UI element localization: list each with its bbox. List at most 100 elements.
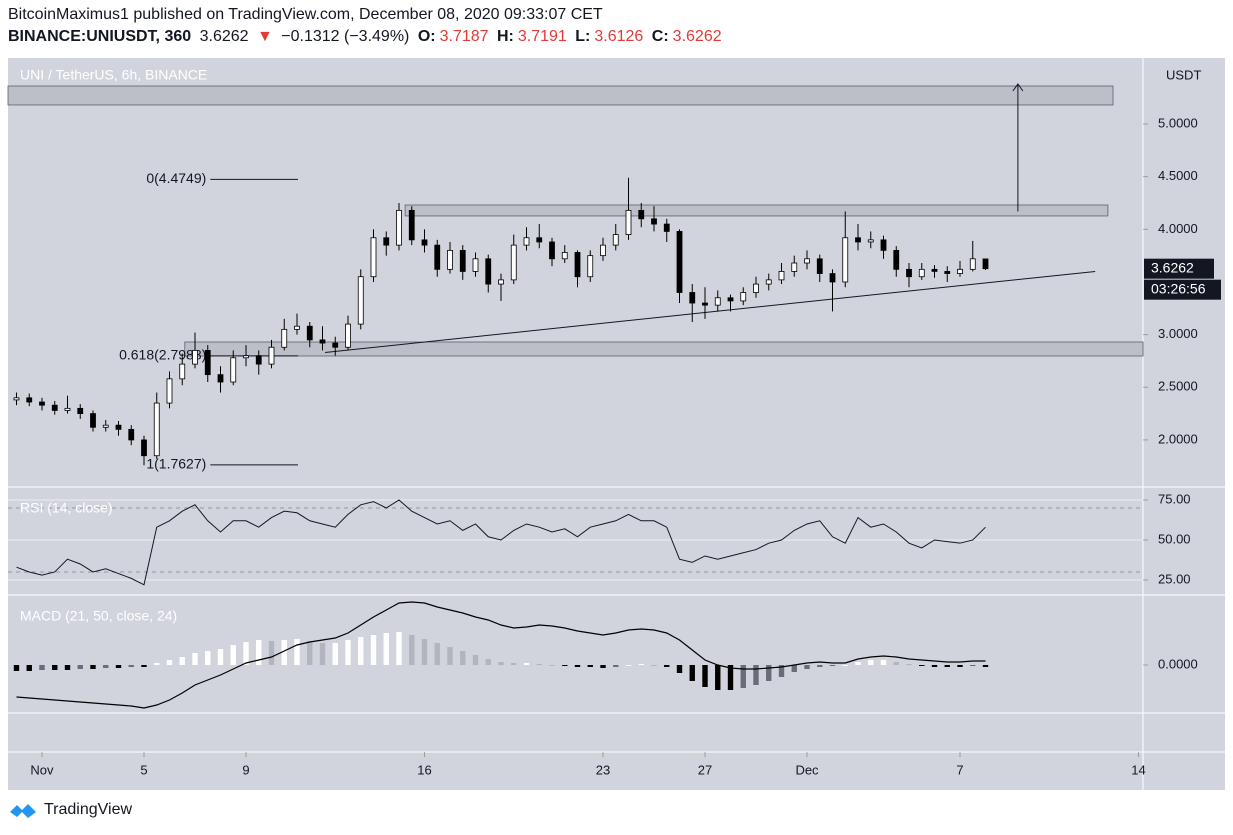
candle-body (867, 239, 874, 243)
candle-body (536, 237, 543, 243)
y-tick-label: 25.00 (1158, 571, 1191, 586)
macd-histogram-bar (587, 665, 593, 667)
candle-body (26, 397, 33, 403)
macd-histogram-bar (332, 643, 338, 665)
macd-histogram-bar (549, 665, 555, 666)
macd-histogram-bar (702, 665, 708, 687)
candle-body (128, 428, 135, 441)
macd-histogram-bar (523, 663, 530, 665)
author-line: BitcoinMaximus1 published on TradingView… (8, 6, 603, 23)
macd-histogram-bar (268, 641, 275, 665)
macd-histogram-bar (192, 653, 198, 665)
brand-name: TradingView (44, 801, 133, 818)
macd-histogram-bar (472, 655, 479, 665)
macd-histogram-bar (727, 665, 734, 690)
macd-histogram-bar (651, 665, 657, 666)
macd-histogram-bar (166, 660, 173, 665)
candle-body (141, 439, 147, 457)
x-tick-label: 27 (698, 762, 712, 777)
macd-histogram-bar (804, 665, 810, 669)
macd-histogram-bar (868, 660, 874, 665)
candle-body (549, 241, 555, 260)
brand-logo: TradingView (8, 800, 132, 820)
candle-body (969, 258, 976, 270)
candle-body (957, 268, 963, 274)
candle-body (816, 258, 823, 274)
currency-label: USDT (1166, 67, 1201, 82)
panes: UNI / TetherUS, 6h, BINANCE USDT 2.0000 2.5… (7, 58, 1225, 790)
l-label: L: (575, 28, 591, 45)
candle-body (740, 292, 747, 302)
zone (7, 85, 1114, 106)
macd-histogram-bar (307, 641, 313, 665)
macd-histogram-bar (740, 665, 746, 688)
h-value: 3.7191 (517, 28, 567, 45)
candle-body (612, 234, 619, 246)
candle-body (702, 302, 708, 306)
macd-histogram-bar (281, 640, 287, 665)
candle-body (64, 407, 71, 411)
macd-histogram-bar (141, 665, 147, 667)
candle-body (931, 268, 938, 272)
fib-label: 0(4.4749) (146, 170, 206, 186)
y-tick-label: 3.0000 (1158, 326, 1198, 341)
countdown: 03:26:56 (1151, 280, 1206, 296)
candle-body (778, 271, 785, 281)
x-tick-label: Dec (795, 762, 819, 777)
candle-body (855, 237, 861, 243)
x-tick-label: 9 (242, 762, 249, 777)
candle-body (638, 209, 645, 220)
macd-histogram-bar (447, 647, 453, 665)
candle-body (753, 283, 759, 293)
candle-body (842, 237, 849, 283)
x-tick-label: 23 (596, 762, 610, 777)
y-tick-label: 5.0000 (1158, 115, 1198, 130)
fib-label: 0.618(2.7988) (119, 347, 206, 363)
pane-legend: MACD (21, 50, close, 24) (20, 608, 177, 624)
macd-histogram-bar (562, 665, 568, 666)
y-tick-label: 75.00 (1158, 491, 1191, 506)
arrow-head (1012, 83, 1024, 92)
macd-histogram-bar (970, 665, 976, 666)
macd-histogram-bar (345, 640, 351, 665)
macd-histogram-bar (434, 643, 440, 665)
candle-body (383, 237, 390, 246)
candle-body (268, 346, 275, 365)
candle-body (918, 268, 925, 278)
macd-histogram-bar (396, 632, 402, 665)
candle-body (396, 209, 402, 246)
macd-histogram-bar (230, 645, 236, 665)
macd-histogram-bar (536, 664, 542, 665)
candle-body (485, 258, 492, 285)
macd-histogram-bar (982, 665, 989, 667)
candle-body (243, 355, 249, 359)
macd-histogram-bar (370, 635, 377, 665)
macd-histogram-bar (179, 657, 185, 665)
macd-histogram-bar (957, 665, 963, 667)
macd-histogram-bar (383, 633, 389, 665)
macd-histogram-bar (26, 665, 32, 671)
macd-histogram-bar (664, 665, 670, 667)
candle-body (408, 209, 415, 241)
candle-body (39, 401, 45, 406)
candle-body (115, 424, 122, 430)
candle-body (714, 297, 721, 306)
candle-body (561, 252, 568, 260)
candle-body (727, 297, 734, 302)
macd-histogram-bar (753, 665, 759, 685)
macd-histogram-bar (13, 665, 20, 671)
chart-background (8, 58, 1225, 790)
candle-body (625, 209, 632, 235)
candle-body (893, 249, 900, 270)
macd-histogram-bar (39, 665, 45, 670)
macd-histogram-bar (64, 665, 71, 670)
macd-histogram-bar (358, 637, 364, 665)
change-arrow: ▼ (256, 28, 273, 45)
macd-histogram-bar (421, 639, 428, 665)
candle-body (51, 404, 58, 411)
macd-histogram-bar (600, 665, 606, 668)
logo-icon (10, 804, 36, 818)
macd-histogram-bar (243, 642, 249, 665)
x-tick-label: 14 (1131, 762, 1145, 777)
